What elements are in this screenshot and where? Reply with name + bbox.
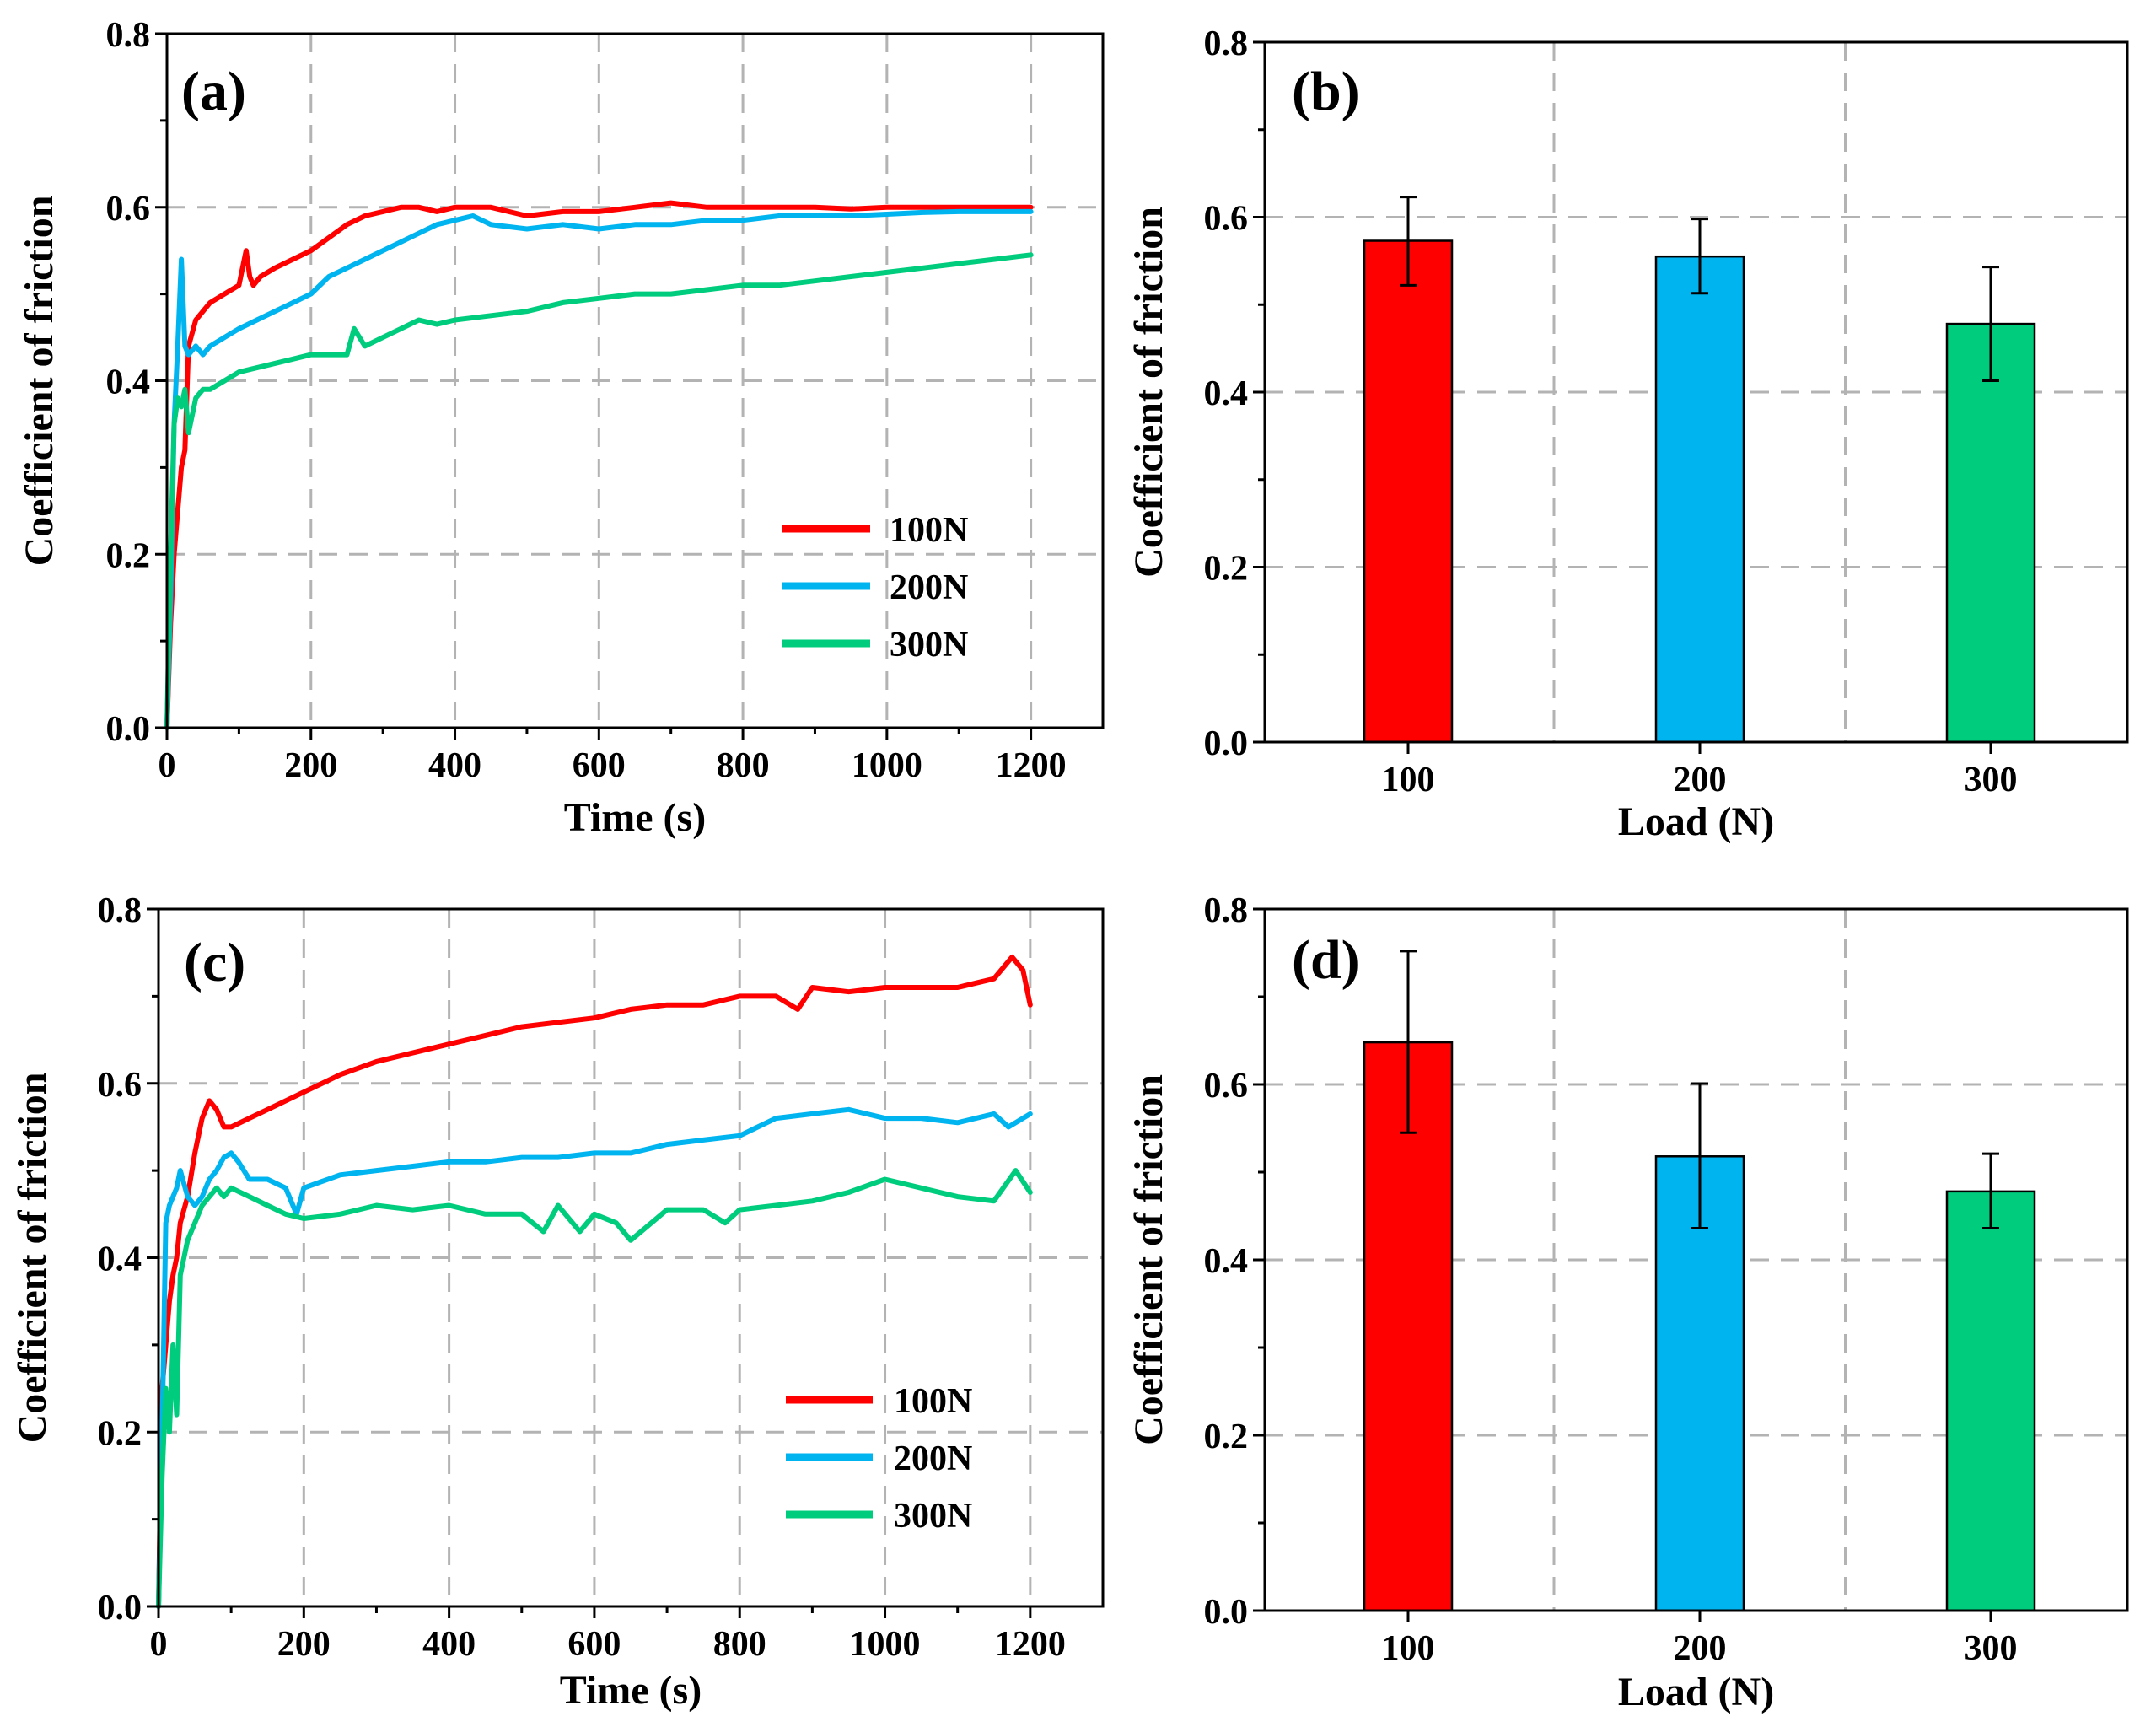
panel-a-y-axis-title: Coefficient of friction xyxy=(17,196,62,567)
panel-c-series-300N xyxy=(156,1168,1033,1609)
panel-a-series-300N xyxy=(164,252,1034,730)
panel-d-x-axis-title: Load (N) xyxy=(1618,1670,1774,1714)
panel-a-series-200N xyxy=(164,208,1034,730)
panel-a-legend-label-300N: 300N xyxy=(890,626,968,664)
panel-c-series-100N xyxy=(156,954,1033,1609)
panel-c-y-tick-label: 0.0 xyxy=(98,1589,142,1627)
panel-c-x-tick-label: 1000 xyxy=(850,1625,921,1664)
panel-a-x-tick-label: 1000 xyxy=(852,746,922,785)
panel-c-y-axis-title: Coefficient of friction xyxy=(10,1073,55,1444)
panel-a-frame xyxy=(165,32,1105,729)
panel-d-y-axis-title: Coefficient of friction xyxy=(1126,1074,1171,1445)
panel-a-legend-label-100N: 100N xyxy=(890,511,968,550)
panel-c-x-axis-title: Time (s) xyxy=(560,1668,702,1713)
panel-d-x-tick-label: 100 xyxy=(1382,1629,1435,1668)
panel-d-y-tick-label: 0.8 xyxy=(1204,891,1249,930)
panel-c-label: (c) xyxy=(184,932,245,993)
panel-d-y-tick-label: 0.4 xyxy=(1204,1242,1249,1281)
panel-a-y-tick-label: 0.4 xyxy=(106,363,151,402)
panel-b-bar-200 xyxy=(1654,255,1745,744)
panel-d-x-tick-label: 200 xyxy=(1674,1629,1727,1668)
panel-c-x-tick-label: 400 xyxy=(422,1625,476,1664)
panel-b-y-tick-label: 0.2 xyxy=(1204,550,1249,589)
panel-a-y-tick-label: 0.0 xyxy=(106,710,151,749)
panel-c-legend-label-300N: 300N xyxy=(894,1497,972,1536)
panel-d-bar-200 xyxy=(1654,1155,1745,1612)
panel-c-series-200N xyxy=(156,1106,1033,1609)
panel-a-label: (a) xyxy=(181,61,246,122)
panel-c-y-tick-label: 0.2 xyxy=(98,1414,142,1453)
panel-d-frame xyxy=(1263,907,2129,1612)
panel-b-label: (b) xyxy=(1292,61,1360,122)
panel-a-series-100N xyxy=(164,200,1034,730)
panel-a-y-tick-label: 0.8 xyxy=(106,16,151,55)
panel-a-x-tick-label: 0 xyxy=(159,746,176,785)
panel-d-bar-300 xyxy=(1945,1190,2036,1612)
panel-c-y-tick-label: 0.8 xyxy=(98,891,142,930)
panel-a-x-tick-label: 600 xyxy=(573,746,626,785)
panel-a-legend-label-200N: 200N xyxy=(890,568,968,607)
panel-b-bar-100 xyxy=(1363,239,1454,744)
panel-b-x-tick-label: 200 xyxy=(1674,761,1727,799)
panel-b-frame xyxy=(1263,40,2129,744)
panel-b-y-axis-title: Coefficient of friction xyxy=(1126,207,1171,578)
panel-b-y-tick-label: 0.4 xyxy=(1204,374,1249,413)
panel-a-x-tick-label: 200 xyxy=(284,746,337,785)
panel-c-y-tick-label: 0.4 xyxy=(98,1240,142,1279)
panel-a-x-axis-title: Time (s) xyxy=(564,795,706,840)
panel-c-x-tick-label: 600 xyxy=(567,1625,621,1664)
panel-b-y-tick-label: 0.8 xyxy=(1204,24,1249,63)
panel-c-legend-label-200N: 200N xyxy=(894,1439,972,1478)
panel-b-x-axis-title: Load (N) xyxy=(1618,799,1774,844)
panel-b-x-tick-label: 100 xyxy=(1382,761,1435,799)
panel-d-y-tick-label: 0.6 xyxy=(1204,1067,1249,1106)
panel-c-x-tick-label: 200 xyxy=(277,1625,331,1664)
panel-c-x-tick-label: 800 xyxy=(713,1625,766,1664)
panel-b-y-tick-label: 0.0 xyxy=(1204,724,1249,763)
panel-c-frame xyxy=(157,907,1105,1608)
panel-b-y-tick-label: 0.6 xyxy=(1204,200,1249,239)
panel-a-x-tick-label: 400 xyxy=(428,746,481,785)
panel-c-x-tick-label: 1200 xyxy=(995,1625,1066,1664)
panel-a-x-tick-label: 800 xyxy=(717,746,770,785)
panel-d-y-tick-label: 0.0 xyxy=(1204,1593,1249,1632)
panel-c-x-tick-label: 0 xyxy=(150,1625,168,1664)
panel-c-y-tick-label: 0.6 xyxy=(98,1066,142,1105)
panel-a-y-tick-label: 0.6 xyxy=(106,190,151,229)
panel-b-x-tick-label: 300 xyxy=(1965,761,2018,799)
panel-a-x-tick-label: 1200 xyxy=(996,746,1067,785)
panel-d-x-tick-label: 300 xyxy=(1965,1629,2018,1668)
panel-b-bar-300 xyxy=(1945,322,2036,744)
panel-d-label: (d) xyxy=(1292,929,1360,991)
panel-c-legend-label-100N: 100N xyxy=(894,1382,972,1421)
panel-d-y-tick-label: 0.2 xyxy=(1204,1418,1249,1456)
panel-a-y-tick-label: 0.2 xyxy=(106,536,151,575)
